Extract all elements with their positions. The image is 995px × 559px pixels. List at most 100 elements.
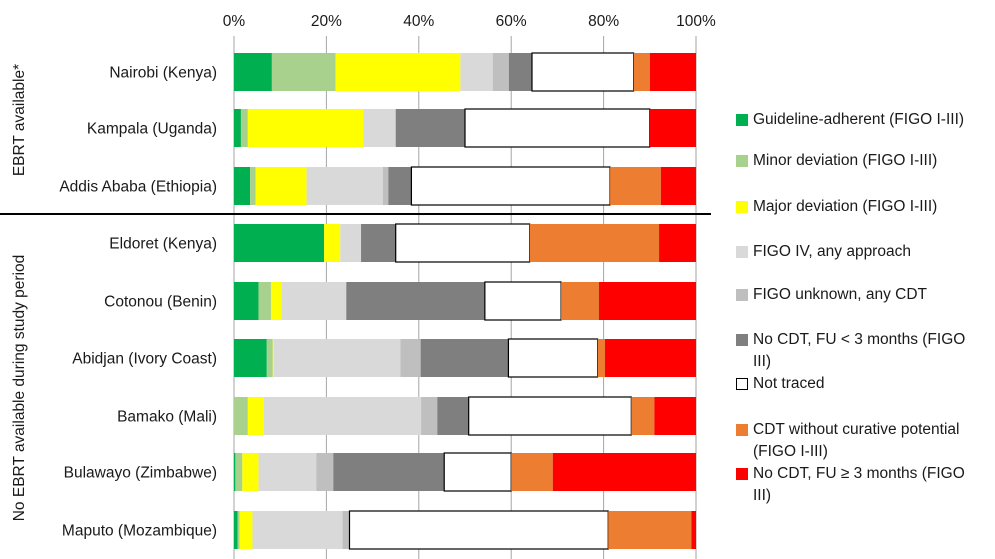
category-label: Nairobi (Kenya) — [109, 65, 217, 82]
x-tick-label: 20% — [311, 13, 342, 30]
legend-item: Guideline-adherent (FIGO I-III) — [736, 109, 991, 131]
bar-segment — [649, 109, 696, 147]
legend-label: Not traced — [753, 375, 825, 392]
bar-segment — [240, 109, 248, 147]
category-label: Abidjan (Ivory Coast) — [72, 351, 217, 368]
legend-item: No CDT, FU ≥ 3 months (FIGO III) — [736, 463, 991, 507]
bar-segment — [234, 167, 251, 205]
bar-segment — [346, 282, 485, 320]
bar-segment — [361, 224, 396, 262]
bar-segment — [631, 397, 655, 435]
bar-segment — [610, 167, 661, 205]
legend-label: Major deviation (FIGO I-III) — [753, 198, 938, 215]
bar-segment — [247, 109, 364, 147]
bar-segment — [660, 167, 696, 205]
bar-segment — [234, 53, 272, 91]
bar-segment — [234, 397, 248, 435]
legend-item: Minor deviation (FIGO I-III) — [736, 150, 991, 172]
legend-item: Major deviation (FIGO I-III) — [736, 196, 991, 218]
bar-segment — [266, 339, 273, 377]
bar-segment — [395, 223, 531, 263]
bar-segment — [234, 339, 267, 377]
bar-segment — [273, 339, 401, 377]
bar-segment — [604, 339, 696, 377]
bar-segment — [270, 282, 282, 320]
bar-segment — [552, 453, 696, 491]
bar-segment — [333, 453, 445, 491]
bar-segment — [561, 282, 599, 320]
legend-item: Not traced — [736, 373, 991, 395]
category-label: Kampala (Uganda) — [87, 121, 217, 138]
category-label: Maputo (Mozambique) — [62, 523, 217, 540]
legend-item: FIGO unknown, any CDT — [736, 284, 991, 306]
legend: Guideline-adherent (FIGO I-III) Minor dev… — [736, 0, 995, 559]
bar-segment — [316, 453, 334, 491]
bar-segment — [388, 167, 412, 205]
bar-segment — [306, 167, 383, 205]
bar-segment — [395, 109, 465, 147]
bar-segment — [272, 339, 274, 377]
x-tick-label: 40% — [403, 13, 434, 30]
bar-segment — [531, 52, 635, 92]
bar-segment — [633, 53, 650, 91]
bar-segment — [281, 282, 347, 320]
legend-swatch — [736, 289, 748, 301]
bar-segment — [654, 397, 696, 435]
bar-segment — [252, 511, 343, 549]
legend-swatch — [736, 424, 748, 436]
group-label-ebrt-available: EBRT available* — [11, 64, 28, 176]
bar-segment — [421, 397, 438, 435]
bar-segment — [258, 282, 271, 320]
x-tick-label: 80% — [588, 13, 619, 30]
legend-label: No CDT, FU < 3 months (FIGO III) — [753, 331, 966, 370]
stacked-bar-chart: 0% 20% 40% 60% 80% 100% Nairobi (Kenya) Kampal… — [0, 13, 716, 559]
legend-swatch — [736, 201, 748, 213]
legend-item: No CDT, FU < 3 months (FIGO III) — [736, 329, 991, 373]
legend-swatch — [736, 246, 748, 258]
bar-segment — [234, 282, 259, 320]
bar-segment — [511, 453, 553, 491]
bar-segment — [492, 53, 509, 91]
legend-swatch — [736, 334, 748, 346]
bar-segment — [335, 53, 461, 91]
bar-segment — [691, 511, 696, 549]
legend-swatch — [736, 468, 748, 480]
legend-label: CDT without curative potential (FIGO I-II… — [753, 421, 960, 460]
x-tick-label: 100% — [676, 13, 716, 30]
x-tick-label: 60% — [496, 13, 527, 30]
bar-segment — [598, 282, 696, 320]
bar-segments — [234, 52, 696, 550]
bar-segment — [410, 166, 611, 206]
bar-segment — [363, 109, 396, 147]
legend-label: Minor deviation (FIGO I-III) — [753, 152, 938, 169]
bar-segment — [239, 511, 253, 549]
bar-segment — [340, 224, 362, 262]
bar-segment — [234, 109, 241, 147]
legend-label: Guideline-adherent (FIGO I-III) — [753, 111, 965, 128]
x-tick-label: 0% — [223, 13, 246, 30]
legend-swatch — [736, 155, 748, 167]
bar-segment — [348, 510, 609, 550]
bar-segment — [234, 453, 236, 491]
bar-segment — [437, 397, 469, 435]
bar-segment — [443, 452, 512, 492]
bar-segment — [608, 511, 692, 549]
bar-segment — [460, 53, 493, 91]
category-label: Cotonou (Benin) — [104, 294, 217, 311]
category-label: Addis Ababa (Ethiopia) — [59, 179, 217, 196]
category-label: Eldoret (Kenya) — [109, 236, 217, 253]
bar-segment — [264, 397, 422, 435]
bar-segment — [508, 53, 532, 91]
bar-segment — [342, 511, 350, 549]
legend-label: FIGO unknown, any CDT — [753, 286, 928, 303]
bar-segment — [324, 224, 341, 262]
bar-segment — [235, 453, 243, 491]
bar-segment — [382, 167, 389, 205]
category-label: Bamako (Mali) — [117, 409, 217, 426]
bar-segment — [507, 338, 599, 378]
bar-segment — [271, 53, 336, 91]
bar-segment — [234, 511, 238, 549]
legend-swatch — [736, 378, 748, 390]
bar-segment — [464, 108, 651, 148]
group-label-no-ebrt: No EBRT available during study period — [11, 255, 28, 522]
